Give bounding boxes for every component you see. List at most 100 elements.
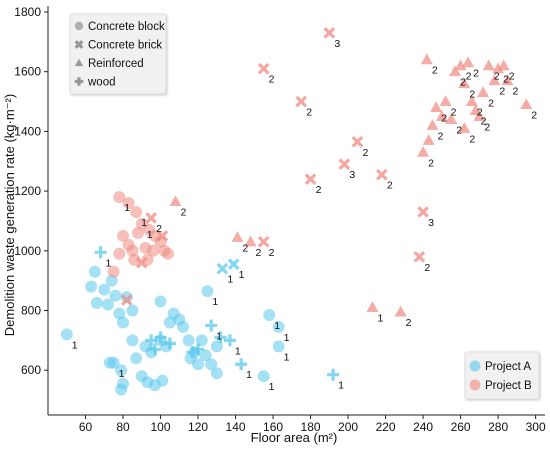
data-point-label: 1 bbox=[274, 320, 280, 332]
data-point-circle bbox=[122, 197, 135, 210]
data-point-x bbox=[135, 256, 148, 269]
data-point-label: 2 bbox=[512, 86, 518, 98]
x-tick-label: 100 bbox=[151, 420, 171, 434]
data-point-circle bbox=[90, 297, 103, 310]
data-point-circle bbox=[257, 370, 270, 383]
data-point-circle bbox=[205, 358, 218, 371]
data-point-circle bbox=[115, 364, 128, 377]
data-point-circle bbox=[272, 340, 285, 353]
data-point-plus bbox=[223, 334, 236, 347]
data-point-triangle bbox=[231, 231, 244, 242]
data-point-label: 2 bbox=[456, 124, 462, 136]
data-point-triangle bbox=[520, 98, 533, 110]
x-tick-label: 180 bbox=[301, 420, 321, 434]
data-point-circle bbox=[154, 295, 167, 308]
data-point-label: 1 bbox=[269, 381, 275, 393]
data-point-triangle bbox=[462, 56, 475, 68]
data-point-circle bbox=[60, 328, 73, 341]
legend-triangle-icon bbox=[74, 58, 84, 67]
data-point-label: 1 bbox=[212, 296, 218, 308]
marker-legend-entry: wood bbox=[74, 77, 116, 89]
marker-legend-label: wood bbox=[87, 77, 116, 89]
y-tick-label: 600 bbox=[21, 363, 41, 377]
data-point-triangle bbox=[435, 110, 448, 121]
data-point-circle bbox=[113, 247, 126, 260]
data-point-plus bbox=[154, 331, 167, 344]
data-point-label: 2 bbox=[362, 147, 368, 159]
data-point-triangle bbox=[488, 74, 501, 86]
data-point-label: 2 bbox=[181, 207, 187, 219]
data-point-label: 2 bbox=[441, 113, 447, 125]
data-point-label: 1 bbox=[72, 339, 78, 351]
x-tick-label: 140 bbox=[226, 420, 246, 434]
y-tick-label: 1400 bbox=[14, 124, 41, 138]
data-point-circle bbox=[156, 374, 169, 387]
data-point-label: 1 bbox=[235, 345, 241, 357]
data-point-circle bbox=[128, 253, 141, 266]
y-axis-label: Demolition waste generation rate (kg·m⁻²… bbox=[2, 94, 17, 336]
data-point-circle bbox=[113, 191, 126, 204]
data-point-triangle bbox=[465, 95, 478, 107]
data-point-circle bbox=[88, 265, 101, 278]
data-point-circle bbox=[107, 265, 120, 278]
data-point-label: 2 bbox=[499, 86, 505, 98]
marker-legend-entry: Reinforced bbox=[74, 58, 144, 70]
data-point-label: 2 bbox=[156, 223, 162, 235]
data-point-label: 2 bbox=[531, 110, 537, 122]
data-point-circle bbox=[126, 334, 139, 347]
data-point-circle bbox=[85, 280, 98, 293]
data-point-triangle bbox=[439, 95, 452, 107]
data-point-plus bbox=[163, 337, 176, 350]
data-point-triangle bbox=[244, 235, 257, 247]
data-point-x bbox=[351, 136, 364, 148]
data-point-x bbox=[295, 95, 308, 108]
data-point-label: 2 bbox=[242, 242, 248, 254]
series-legend-label: Project A bbox=[485, 361, 531, 373]
data-point-plus bbox=[235, 358, 248, 371]
marker-legend-entry: Concrete block bbox=[74, 21, 165, 33]
data-point-label: 2 bbox=[460, 77, 466, 89]
data-point-label: 2 bbox=[509, 71, 515, 83]
x-tick-label: 240 bbox=[413, 420, 433, 434]
marker-legend-label: Concrete brick bbox=[88, 40, 162, 52]
data-point-circle bbox=[120, 291, 133, 304]
data-point-label: 1 bbox=[124, 202, 130, 214]
marker-legend-entry: Concrete brick bbox=[74, 40, 162, 52]
data-point-x bbox=[257, 236, 270, 248]
data-point-label: 1 bbox=[284, 351, 290, 363]
data-point-circle bbox=[201, 285, 214, 298]
x-tick-label: 220 bbox=[376, 420, 396, 434]
data-point-x bbox=[120, 294, 133, 306]
data-point-x bbox=[227, 258, 240, 271]
data-point-triangle bbox=[458, 122, 471, 133]
data-point-circle bbox=[105, 274, 118, 287]
data-point-label: 2 bbox=[503, 74, 509, 86]
data-point-circle bbox=[113, 307, 126, 320]
data-point-label: 2 bbox=[488, 98, 494, 110]
data-point-label: 2 bbox=[406, 317, 412, 329]
series-legend-label: Project B bbox=[485, 380, 532, 392]
data-point-triangle bbox=[422, 134, 435, 145]
marker-legend-label: Reinforced bbox=[88, 58, 144, 70]
data-point-triangle bbox=[366, 301, 379, 313]
data-point-x bbox=[417, 206, 429, 218]
data-point-label: 2 bbox=[469, 133, 475, 145]
axes: 60 80 100 120 140 160 180 200 220 240 260 280 300 600… bbox=[14, 5, 546, 434]
data-point-circle bbox=[177, 320, 190, 333]
data-point-label: 2 bbox=[256, 247, 262, 259]
data-point-label: 2 bbox=[473, 68, 479, 80]
legend-plus-icon bbox=[74, 77, 84, 86]
data-point-x bbox=[216, 262, 229, 275]
data-point-triangle bbox=[477, 86, 490, 98]
marker-legend-box bbox=[69, 13, 167, 95]
x-axis-label: Floor area (m²) bbox=[251, 430, 338, 445]
data-point-label: 2 bbox=[269, 74, 275, 86]
data-point-label: 2 bbox=[484, 121, 490, 133]
data-point-label: 1 bbox=[119, 368, 125, 380]
data-point-circle bbox=[162, 247, 175, 260]
y-tick-label: 1800 bbox=[14, 5, 41, 19]
data-point-label: 2 bbox=[387, 180, 393, 192]
data-point-circle bbox=[132, 226, 145, 239]
data-point-triangle bbox=[448, 65, 461, 77]
data-point-triangle bbox=[445, 113, 458, 124]
